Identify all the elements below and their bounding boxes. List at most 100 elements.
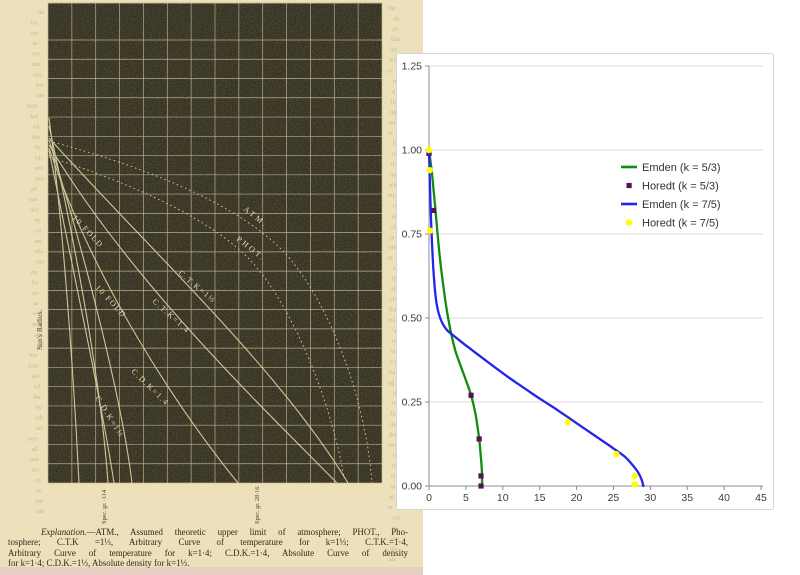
margin-fragment: ore — [36, 425, 44, 432]
point-horedt-k-7-5 — [631, 472, 639, 480]
margin-fragment: nce — [35, 175, 44, 182]
margin-fragment: is — [390, 234, 395, 241]
margin-fragment: the — [33, 394, 41, 401]
margin-fragment: the — [388, 5, 396, 12]
page-bottom-strip — [0, 567, 423, 575]
margin-fragment: tha — [391, 161, 399, 168]
margin-fragment: one — [29, 196, 38, 203]
y-tick-label: 0.00 — [402, 481, 423, 493]
margin-fragment: ol — [389, 494, 394, 501]
margin-fragment: cre — [31, 290, 39, 297]
curve-phot-dotted — [48, 156, 345, 479]
point-horedt-k-7-5 — [425, 146, 433, 154]
margin-fragment: ha — [389, 369, 395, 376]
margin-fragment: ons — [35, 259, 44, 266]
margin-fragment: at- — [32, 40, 39, 47]
margin-fragment: ry — [35, 217, 41, 224]
engraving-curves — [48, 117, 373, 484]
point-horedt-k-7-5 — [564, 418, 571, 426]
margin-fragment: ha — [391, 99, 397, 106]
margin-fragment: all — [31, 186, 38, 193]
margin-fragment: als — [389, 556, 397, 563]
point-horedt-k-7-5 — [426, 166, 433, 174]
x-tick-label: 20 — [571, 492, 583, 504]
curve-ctk-1-4 — [48, 144, 338, 484]
margin-fragment: by — [35, 144, 42, 151]
caption-line: Arbitrary Curve of temperature for k=1·4… — [8, 547, 408, 558]
margin-fragment: ng — [390, 109, 397, 116]
margin-fragment: mic — [33, 321, 43, 328]
margin-fragment: on — [31, 269, 38, 276]
emden-horedt-chart: 0.00 0.25 0.50 0.75 1.00 1.25 0 5 10 15 20 25 30 35 40… — [402, 61, 767, 505]
margin-fragment: ace — [391, 535, 400, 542]
y-tick-label: 0.75 — [402, 229, 423, 241]
margin-fragment: a r — [390, 359, 397, 366]
margin-fragment: lin — [30, 19, 37, 26]
x-tick-label: 45 — [755, 492, 767, 504]
margin-fragment: as — [390, 483, 396, 490]
y-tick-label: 0.50 — [402, 313, 423, 325]
margin-fragment: ry — [36, 477, 42, 484]
margin-fragment: acc — [32, 467, 41, 474]
margin-fragment: ver — [33, 311, 42, 318]
margin-fragment: ore — [35, 165, 43, 172]
margin-fragment: lin — [31, 279, 38, 286]
x-tick-label: 35 — [681, 492, 693, 504]
margin-fragment: ere — [389, 244, 397, 251]
margin-fragment: os — [390, 421, 396, 428]
margin-fragment: sol — [37, 342, 45, 349]
caption-lead: Explanation. — [41, 527, 87, 537]
point-horedt-k-5-3 — [476, 436, 482, 442]
margin-fragment: a r — [392, 88, 399, 95]
margin-fragment: ou — [389, 119, 396, 126]
margin-fragment: rc — [388, 130, 393, 137]
margin-fragment: ich — [389, 182, 398, 189]
margin-fragment: on — [391, 473, 398, 480]
margin-fragment: ch — [390, 296, 397, 303]
margin-fragment: os — [392, 151, 398, 158]
margin-fragment: ine — [36, 92, 44, 99]
margin-fragment: rc — [392, 400, 397, 407]
margin-fragment: cre — [30, 30, 38, 37]
x-tick-label: 10 — [497, 492, 509, 504]
margin-fragment: ter — [392, 463, 400, 470]
chart-series — [425, 146, 645, 489]
margin-fragment: ed — [33, 123, 40, 130]
engraving-figure: onlincreat-vermicarissolinetionladedtheb… — [0, 0, 423, 575]
chart-gridlines — [429, 65, 763, 403]
margin-fragment: that — [391, 36, 401, 43]
point-horedt-k-5-3 — [468, 392, 474, 398]
margin-fragment: wils — [389, 57, 400, 64]
point-horedt-k-7-5 — [631, 481, 639, 488]
margin-fragment: ver — [32, 51, 41, 58]
margin-fragment: lad — [30, 113, 39, 120]
margin-fragment: lad — [31, 373, 40, 380]
legend-label-horedt-k-7-5: Horedt (k = 7/5) — [642, 218, 719, 230]
curve-atm-dotted — [48, 140, 373, 484]
suns-radius-label: Sun's Radius. — [35, 309, 44, 350]
margin-fragment: tha — [389, 431, 397, 438]
margin-fragment: nt — [388, 255, 393, 262]
margin-fragment: on — [38, 9, 45, 16]
series-emden-k-7-5 — [427, 148, 645, 488]
margin-fragment: mic — [32, 61, 42, 68]
margin-fragment: re — [392, 338, 397, 345]
margin-fragment: tion — [28, 363, 39, 370]
margin-bleed-text-left: onlincreat-vermicarissolinetionladedtheb… — [27, 9, 45, 515]
margin-fragment: nce — [28, 435, 37, 442]
margin-fragment: ter — [388, 192, 396, 199]
margin-fragment: ize — [388, 317, 396, 324]
caption-text: —ATM., Assumed theoretic upper limit of … — [86, 527, 408, 537]
margin-fragment: the — [32, 134, 40, 141]
x-tick-label: 15 — [534, 492, 546, 504]
x-tick-label: 0 — [426, 492, 432, 504]
caption-line: for k=1·4; C.D.K.=1⅓, Absolute density f… — [8, 558, 190, 569]
margin-fragment: that — [389, 307, 399, 314]
point-horedt-k-7-5 — [613, 450, 620, 458]
book-scan-page: on lin cre at-ver mic aris sol ine tion lad ed the b… — [0, 0, 423, 575]
curve-ctk-1-3 — [48, 137, 349, 484]
y-tick-label: 1.00 — [402, 145, 423, 157]
curve-cdk-1-3 — [48, 149, 115, 484]
margin-fragment: at- — [33, 300, 40, 307]
